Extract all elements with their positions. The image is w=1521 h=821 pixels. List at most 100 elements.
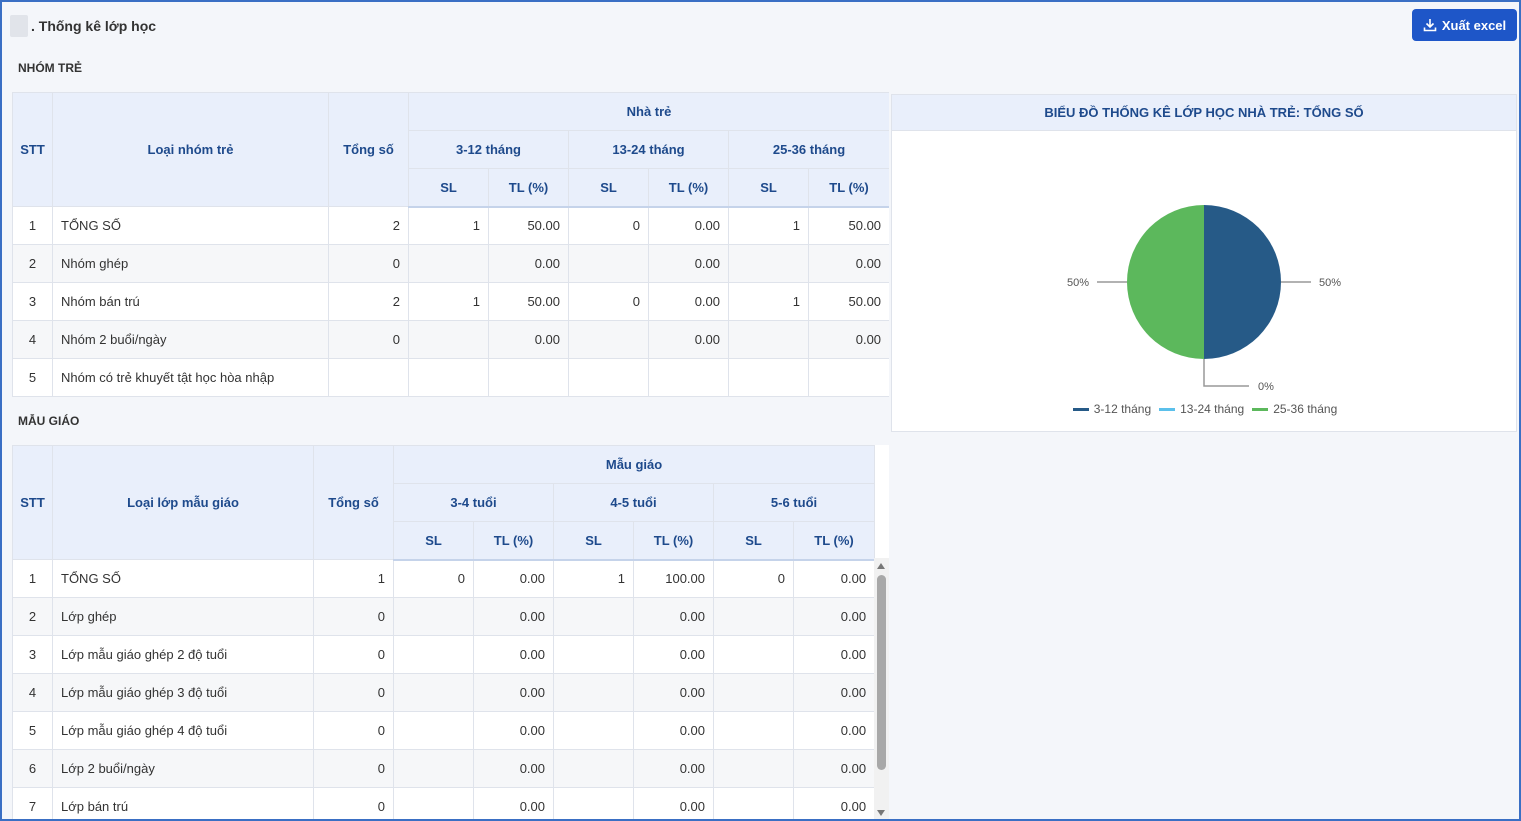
- scroll-down-arrow-icon[interactable]: [877, 810, 885, 816]
- export-excel-button[interactable]: Xuất excel: [1412, 9, 1517, 41]
- header-sl: SL: [713, 521, 794, 561]
- cell-name: Lớp mẫu giáo ghép 3 độ tuổi: [52, 673, 314, 712]
- cell-stt: 1: [12, 559, 53, 598]
- cell-sl: [713, 673, 794, 712]
- cell-sl: [553, 673, 634, 712]
- scroll-thumb[interactable]: [877, 575, 886, 770]
- legend-item[interactable]: 25-36 tháng: [1252, 402, 1337, 416]
- cell-sl: [553, 597, 634, 636]
- cell-tl: 0.00: [807, 244, 889, 283]
- chart-panel: BIỂU ĐỒ THỐNG KÊ LỚP HỌC NHÀ TRẺ: TỔNG S…: [891, 94, 1517, 432]
- cell-tl: 0.00: [473, 635, 554, 674]
- cell-tl: 0.00: [473, 597, 554, 636]
- scroll-up-arrow-icon[interactable]: [877, 563, 885, 569]
- cell-tl: 0.00: [473, 711, 554, 750]
- cell-tl: 0.00: [807, 320, 889, 359]
- table-row: 4 Lớp mẫu giáo ghép 3 độ tuổi 0 0.00 0.0…: [12, 673, 876, 712]
- cell-stt: 7: [12, 787, 53, 819]
- chart-title: BIỂU ĐỒ THỐNG KÊ LỚP HỌC NHÀ TRẺ: TỔNG S…: [892, 95, 1516, 131]
- cell-tl: 0.00: [792, 597, 876, 636]
- cell-tl: 0.00: [792, 711, 876, 750]
- data-label: 50%: [1067, 277, 1089, 289]
- cell-tl: 0.00: [633, 635, 714, 674]
- header-nha-tre: Nhà trẻ: [407, 92, 889, 131]
- cell-tl: [488, 358, 569, 397]
- cell-stt: 5: [12, 358, 53, 397]
- cell-tl: 0.00: [488, 320, 569, 359]
- header-sl: SL: [393, 521, 474, 561]
- export-excel-label: Xuất excel: [1441, 17, 1507, 33]
- cell-sl: [408, 244, 489, 283]
- table-row: 7 Lớp bán trú 0 0.00 0.00 0.00: [12, 787, 876, 819]
- cell-tl: 0.00: [648, 206, 729, 245]
- cell-sl: [393, 635, 474, 674]
- cell-tl: 0.00: [633, 597, 714, 636]
- header-age-group: 3-4 tuổi: [393, 483, 554, 522]
- data-label: 50%: [1319, 277, 1341, 289]
- cell-tl: 50.00: [488, 282, 569, 321]
- cell-sl: [553, 635, 634, 674]
- cell-sl: [713, 635, 794, 674]
- cell-total: 0: [313, 597, 394, 636]
- header-sl: SL: [568, 168, 649, 208]
- cell-tl: 0.00: [648, 244, 729, 283]
- cell-sl: [408, 358, 489, 397]
- cell-total: 0: [328, 244, 409, 283]
- cell-tl: 0.00: [633, 787, 714, 819]
- cell-tl: [648, 358, 729, 397]
- cell-sl: 1: [553, 559, 634, 598]
- table-row: 4 Nhóm 2 buổi/ngày 0 0.00 0.00 0.00: [12, 320, 889, 359]
- cell-sl: [408, 320, 489, 359]
- cell-tl: 0.00: [633, 711, 714, 750]
- cell-tl: 0.00: [792, 559, 876, 598]
- cell-tl: 0.00: [473, 749, 554, 788]
- cell-total: 2: [328, 206, 409, 245]
- mau-giao-table: STT Loại lớp mẫu giáo Tổng số Mẫu giáo 3…: [12, 445, 876, 819]
- table-scrollbar[interactable]: [874, 558, 889, 819]
- legend-item[interactable]: 3-12 tháng: [1072, 402, 1151, 416]
- cell-name: Nhóm bán trú: [52, 282, 329, 321]
- cell-sl: [553, 711, 634, 750]
- table-row: 2 Lớp ghép 0 0.00 0.00 0.00: [12, 597, 876, 636]
- cell-sl: [553, 749, 634, 788]
- page-title: . Thống kê lớp học: [31, 18, 157, 34]
- cell-total: 2: [328, 282, 409, 321]
- cell-sl: [393, 673, 474, 712]
- table-row: 5 Lớp mẫu giáo ghép 4 độ tuổi 0 0.00 0.0…: [12, 711, 876, 750]
- chart-legend: 3-12 tháng 13-24 tháng 25-36 tháng: [892, 402, 1518, 416]
- header-tong-so: Tổng số: [313, 445, 394, 560]
- cell-name: Lớp mẫu giáo ghép 2 độ tuổi: [52, 635, 314, 674]
- legend-item[interactable]: 13-24 tháng: [1159, 402, 1244, 416]
- cell-tl: 0.00: [473, 787, 554, 819]
- cell-stt: 6: [12, 749, 53, 788]
- cell-sl: [713, 597, 794, 636]
- pie-slice[interactable]: [1204, 205, 1281, 359]
- cell-tl: 0.00: [473, 559, 554, 598]
- cell-name: TỔNG SỐ: [52, 559, 314, 598]
- section-title-nhom-tre: NHÓM TRẺ: [18, 61, 82, 75]
- header-loai-lop-mau-giao: Loại lớp mẫu giáo: [52, 445, 314, 560]
- cell-tl: [807, 358, 889, 397]
- header-age-group: 25-36 tháng: [727, 130, 889, 169]
- header-age-group: 13-24 tháng: [568, 130, 729, 169]
- cell-tl: 0.00: [792, 673, 876, 712]
- pie-chart: 50% 0% 50%: [1067, 205, 1341, 393]
- cell-sl: 0: [568, 206, 649, 245]
- cell-sl: [728, 358, 809, 397]
- cell-total: 0: [313, 673, 394, 712]
- cell-total: 1: [313, 559, 394, 598]
- cell-sl: [713, 787, 794, 819]
- cell-name: Lớp ghép: [52, 597, 314, 636]
- legend-swatch: [1252, 407, 1269, 411]
- table-row: 1 TỔNG SỐ 2 1 50.00 0 0.00 1 50.00: [12, 206, 889, 245]
- pie-slice[interactable]: [1127, 205, 1204, 359]
- cell-sl: 1: [728, 206, 809, 245]
- cell-sl: 1: [728, 282, 809, 321]
- cell-sl: [393, 787, 474, 819]
- cell-sl: [553, 787, 634, 819]
- cell-sl: [568, 320, 649, 359]
- table-row: 1 TỔNG SỐ 1 0 0.00 1 100.00 0 0.00: [12, 559, 876, 598]
- legend-label: 25-36 tháng: [1273, 402, 1338, 416]
- cell-sl: 0: [393, 559, 474, 598]
- page-logo-icon: [10, 15, 28, 37]
